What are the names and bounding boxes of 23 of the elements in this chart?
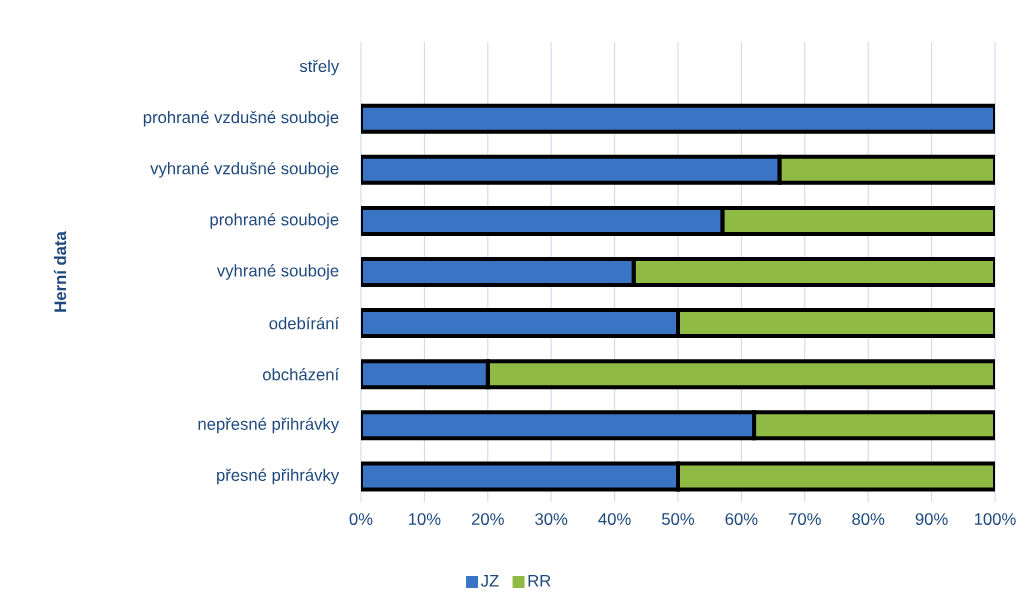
- x-tick-label: 30%: [535, 513, 568, 525]
- legend-label: RR: [528, 575, 551, 587]
- y-tick-label: přesné přihrávky: [217, 468, 340, 485]
- y-tick-label: vyhrané vzdušné souboje: [150, 161, 339, 178]
- y-axis-title: Herní data: [53, 231, 67, 312]
- y-tick-label: vyhrané souboje: [216, 264, 339, 280]
- legend-label: JZ: [480, 575, 499, 587]
- x-tick-label: 0%: [349, 513, 373, 525]
- x-tick-label: 10%: [409, 513, 441, 525]
- x-tick-label: 40%: [598, 513, 631, 525]
- x-tick-label: 70%: [788, 513, 821, 525]
- y-tick-label: střely: [299, 59, 340, 76]
- y-tick-label: obcházení: [262, 367, 340, 381]
- y-tick-label: odebírání: [269, 316, 340, 330]
- x-tick-label: 80%: [852, 513, 885, 525]
- x-tick-label: 20%: [471, 513, 504, 525]
- x-tick-label: 60%: [725, 513, 758, 525]
- y-tick-label: prohrané souboje: [210, 213, 339, 229]
- x-tick-label: 100%: [974, 513, 1016, 525]
- x-tick-label: 50%: [661, 513, 695, 525]
- y-tick-label: nepřesné přihrávky: [198, 417, 340, 434]
- x-tick-label: 90%: [915, 513, 948, 525]
- y-tick-label: prohrané vzdušné souboje: [143, 110, 339, 127]
